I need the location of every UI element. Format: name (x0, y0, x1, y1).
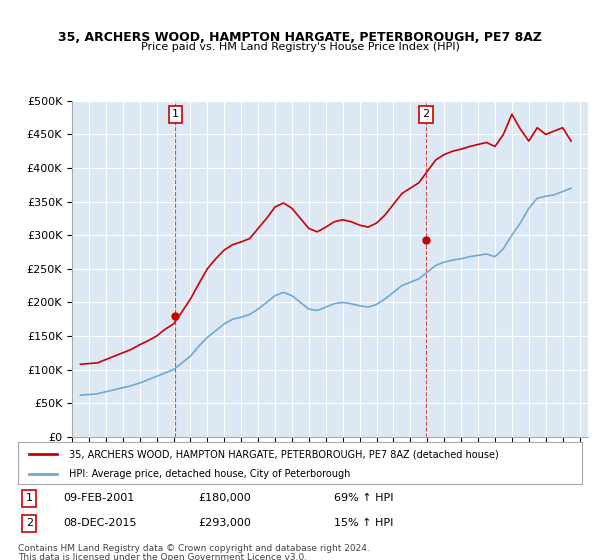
Text: HPI: Average price, detached house, City of Peterborough: HPI: Average price, detached house, City… (69, 469, 350, 479)
Text: 2: 2 (26, 519, 33, 529)
Text: 09-FEB-2001: 09-FEB-2001 (63, 493, 134, 503)
Text: 1: 1 (26, 493, 33, 503)
Text: Price paid vs. HM Land Registry's House Price Index (HPI): Price paid vs. HM Land Registry's House … (140, 42, 460, 52)
Text: 2: 2 (422, 109, 430, 119)
Text: 08-DEC-2015: 08-DEC-2015 (63, 519, 137, 529)
Text: 69% ↑ HPI: 69% ↑ HPI (334, 493, 394, 503)
Text: Contains HM Land Registry data © Crown copyright and database right 2024.: Contains HM Land Registry data © Crown c… (18, 544, 370, 553)
Text: £293,000: £293,000 (199, 519, 251, 529)
Text: 35, ARCHERS WOOD, HAMPTON HARGATE, PETERBOROUGH, PE7 8AZ (detached house): 35, ARCHERS WOOD, HAMPTON HARGATE, PETER… (69, 449, 499, 459)
Text: £180,000: £180,000 (199, 493, 251, 503)
Text: This data is licensed under the Open Government Licence v3.0.: This data is licensed under the Open Gov… (18, 553, 307, 560)
Text: 1: 1 (172, 109, 179, 119)
Text: 15% ↑ HPI: 15% ↑ HPI (334, 519, 393, 529)
Text: 35, ARCHERS WOOD, HAMPTON HARGATE, PETERBOROUGH, PE7 8AZ: 35, ARCHERS WOOD, HAMPTON HARGATE, PETER… (58, 31, 542, 44)
